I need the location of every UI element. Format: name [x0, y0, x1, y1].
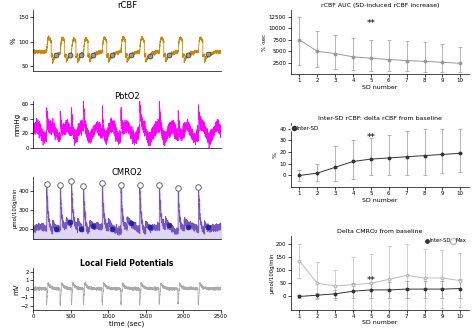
Title: rCBF AUC (SD-induced rCBF increase): rCBF AUC (SD-induced rCBF increase)	[321, 3, 439, 8]
Y-axis label: % ·sec: % ·sec	[263, 34, 267, 51]
Y-axis label: μmol/100g/min: μmol/100g/min	[269, 252, 274, 293]
Title: PbtO2: PbtO2	[114, 92, 140, 101]
X-axis label: SD number: SD number	[362, 198, 398, 203]
Text: **: **	[366, 134, 375, 143]
Legend: Inter-SD, Max: Inter-SD, Max	[426, 238, 466, 243]
X-axis label: SD number: SD number	[362, 85, 398, 90]
Text: **: **	[366, 19, 375, 28]
Legend: Inter-SD: Inter-SD	[293, 126, 319, 131]
Y-axis label: mmHg: mmHg	[15, 113, 21, 136]
X-axis label: SD number: SD number	[362, 320, 398, 325]
Title: rCBF: rCBF	[117, 1, 137, 10]
Title: Inter-SD rCBF: delta rCBF from baseline: Inter-SD rCBF: delta rCBF from baseline	[318, 116, 442, 121]
Y-axis label: mV: mV	[13, 283, 19, 294]
Title: Delta CMRO₂ from baseline: Delta CMRO₂ from baseline	[337, 229, 422, 234]
Title: Local Field Potentials: Local Field Potentials	[80, 259, 173, 268]
Text: **: **	[366, 276, 375, 285]
Y-axis label: %: %	[273, 152, 278, 158]
Title: CMRO2: CMRO2	[111, 168, 143, 177]
Y-axis label: %: %	[11, 37, 17, 44]
Y-axis label: μmol/100g/min: μmol/100g/min	[12, 188, 17, 228]
X-axis label: time (sec): time (sec)	[109, 320, 145, 327]
